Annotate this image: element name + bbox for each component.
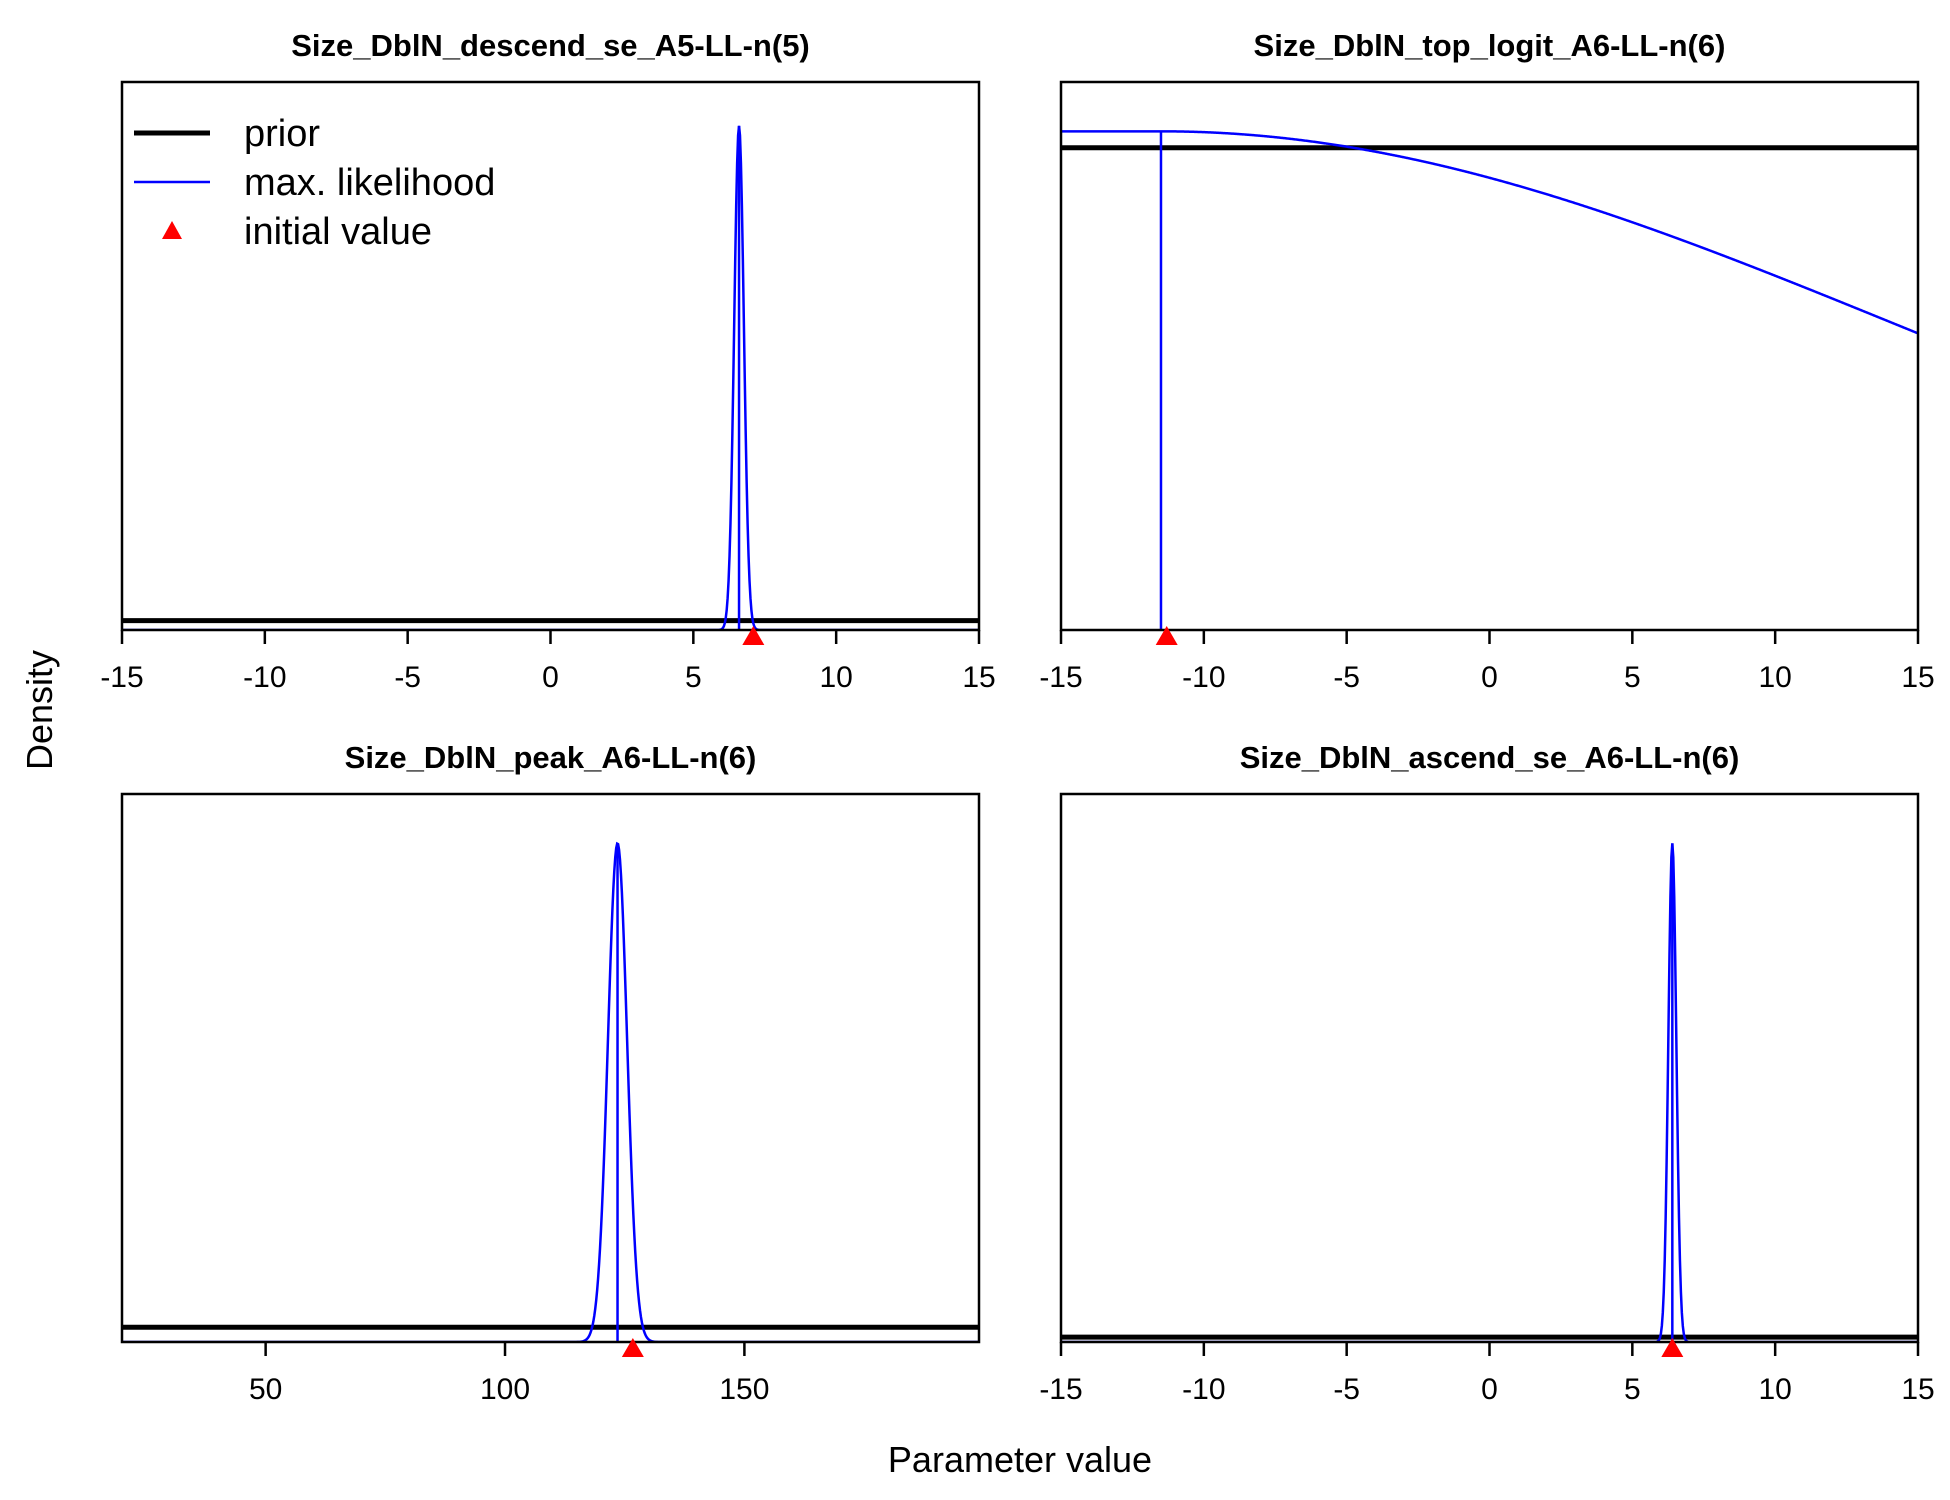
x-tick-label: 5 — [1624, 661, 1641, 694]
x-tick-label: 15 — [1901, 1373, 1934, 1406]
panel-2: Size_DblN_top_logit_A6-LL-n(6) -15 -10 -5 0 5… — [1039, 28, 1934, 694]
x-tick-label: 0 — [1481, 661, 1498, 694]
x-tick-label: 0 — [542, 661, 559, 694]
x-tick-label: -15 — [100, 661, 143, 694]
legend-label: prior — [244, 113, 320, 155]
legend-label: max. likelihood — [244, 162, 495, 204]
legend-initial-swatch — [162, 221, 182, 239]
panel-title: Size_DblN_descend_se_A5-LL-n(5) — [291, 28, 810, 63]
x-tick-label: 50 — [249, 1373, 282, 1406]
x-tick-label: 100 — [480, 1373, 530, 1406]
x-tick-label: 10 — [1758, 1373, 1791, 1406]
x-tick-label: 0 — [1481, 1373, 1498, 1406]
panel-title: Size_DblN_peak_A6-LL-n(6) — [345, 740, 757, 775]
x-tick-label: -5 — [394, 661, 421, 694]
legend: prior max. likelihood initial value — [134, 113, 495, 253]
x-tick-label: 10 — [819, 661, 852, 694]
x-tick-label: -10 — [1182, 661, 1225, 694]
x-tick-label: 15 — [962, 661, 995, 694]
x-tick-label: -10 — [243, 661, 286, 694]
plot-frame — [1059, 792, 1920, 1344]
legend-item-3: initial value — [162, 211, 432, 253]
x-tick-label: 5 — [1624, 1373, 1641, 1406]
panel-4: Size_DblN_ascend_se_A6-LL-n(6) -15 -10 -5 0 5… — [1039, 740, 1934, 1406]
initial-value-marker — [1661, 1338, 1684, 1357]
x-tick-label: 5 — [685, 661, 702, 694]
x-axis-label: Parameter value — [888, 1439, 1152, 1480]
x-tick-label: -5 — [1333, 1373, 1360, 1406]
panel-title: Size_DblN_ascend_se_A6-LL-n(6) — [1240, 740, 1740, 775]
x-tick-label: 15 — [1901, 661, 1934, 694]
panels: Size_DblN_descend_se_A5-LL-n(5) -15 -10 -5 0… — [100, 28, 1934, 1406]
x-tick-label: 10 — [1758, 661, 1791, 694]
plot-frame — [120, 792, 981, 1344]
y-axis-label: Density — [19, 650, 60, 770]
mle-curve — [1061, 843, 1918, 1342]
panel-1: Size_DblN_descend_se_A5-LL-n(5) -15 -10 -5 0… — [100, 28, 995, 694]
legend-item-2: max. likelihood — [134, 162, 495, 204]
x-tick-label: -15 — [1039, 1373, 1082, 1406]
x-tick-label: -5 — [1333, 661, 1360, 694]
x-tick-label: 150 — [719, 1373, 769, 1406]
initial-value-marker — [1155, 626, 1178, 645]
initial-value-marker — [621, 1338, 644, 1357]
mle-curve — [1061, 130, 1918, 335]
panel-3: Size_DblN_peak_A6-LL-n(6) 50 100 150 — [120, 740, 981, 1406]
initial-value-marker — [742, 626, 765, 645]
mle-curve — [122, 841, 979, 1342]
x-tick-label: -10 — [1182, 1373, 1225, 1406]
x-tick-label: -15 — [1039, 661, 1082, 694]
legend-label: initial value — [244, 211, 432, 253]
legend-item-1: prior — [134, 113, 320, 155]
plot-frame — [1059, 80, 1920, 632]
panel-title: Size_DblN_top_logit_A6-LL-n(6) — [1254, 28, 1726, 63]
